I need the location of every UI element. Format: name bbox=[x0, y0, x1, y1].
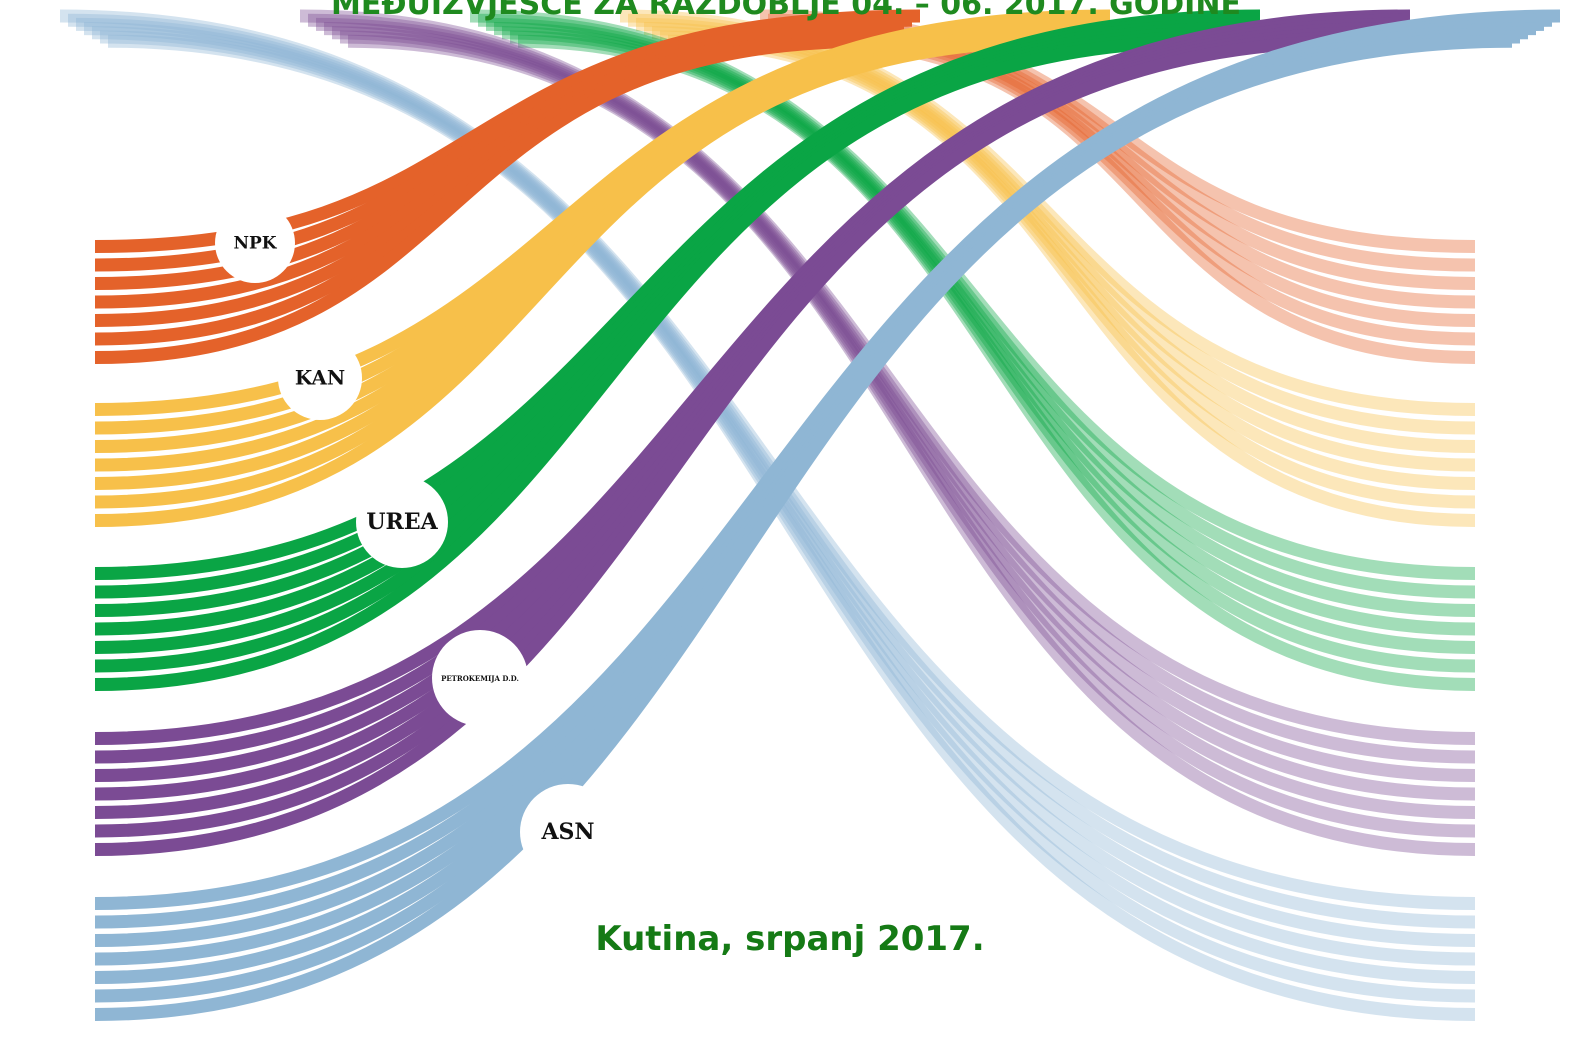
badge-label: ASN bbox=[540, 819, 594, 845]
faded-stripe bbox=[323, 22, 1476, 801]
faded-stripe bbox=[315, 17, 1476, 782]
faded-stripe bbox=[307, 13, 1476, 764]
faded-stripe bbox=[59, 9, 1476, 910]
solid-stripe bbox=[94, 34, 873, 364]
solid-stripe bbox=[94, 34, 1513, 1021]
badge bbox=[215, 203, 295, 283]
faded-stripe bbox=[299, 9, 1476, 745]
faded-stripe bbox=[501, 26, 1476, 654]
badges: NPK KAN UREA PETROKEMIJA D.D. ASN bbox=[215, 203, 616, 880]
badge-label: PETROKEMIJA D.D. bbox=[441, 674, 519, 683]
badge bbox=[356, 476, 448, 568]
faded-stripe bbox=[807, 34, 1476, 364]
badge bbox=[432, 630, 528, 726]
badge-label: NPK bbox=[233, 234, 277, 254]
faded-stripe bbox=[517, 34, 1476, 691]
faded-stripe bbox=[99, 30, 1476, 1003]
solid-stripe bbox=[94, 34, 1363, 856]
solid-ribbons bbox=[94, 9, 1561, 1021]
solid-stripe bbox=[94, 34, 1063, 527]
badge bbox=[520, 784, 616, 880]
solid-stripe bbox=[94, 34, 1213, 691]
faded-stripe bbox=[107, 34, 1476, 1021]
badge bbox=[278, 336, 362, 420]
badge-label: UREA bbox=[366, 509, 438, 535]
badge-label: KAN bbox=[295, 366, 345, 390]
place-date: Kutina, srpanj 2017. bbox=[595, 919, 984, 959]
faded-stripe bbox=[509, 30, 1476, 673]
document-title: MEĐUIZVJEŠĆE ZA RAZDOBLJE 04. – 06. 2017… bbox=[331, 0, 1241, 22]
solid-stripe bbox=[94, 26, 1529, 984]
